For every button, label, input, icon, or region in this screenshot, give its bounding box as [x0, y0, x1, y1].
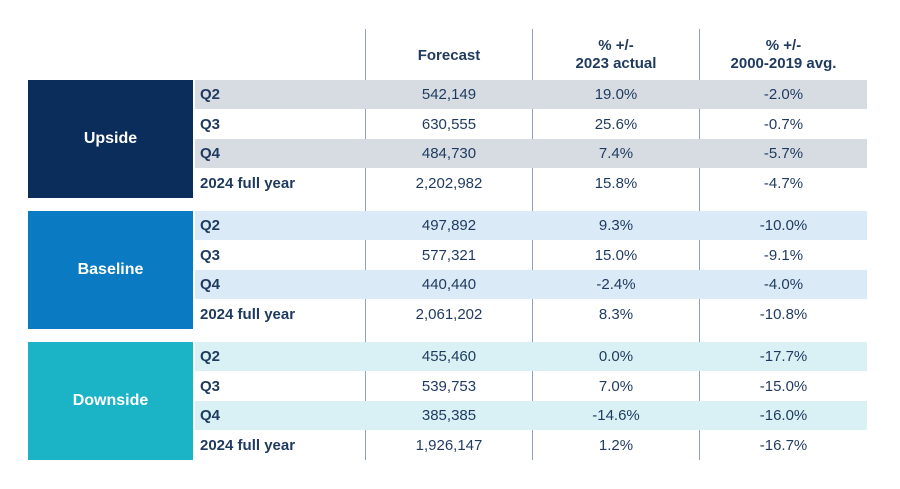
table-row: Q2 455,460 0.0% -17.7%	[195, 342, 867, 371]
vsavg-value: -0.7%	[763, 115, 804, 133]
period-label: Q4	[200, 407, 221, 424]
header-vs-2023-line2: 2023 actual	[575, 55, 657, 72]
table-row: Q4 385,385 -14.6% -16.0%	[195, 401, 867, 430]
vsavg-value: -10.0%	[759, 217, 808, 234]
column-divider	[699, 29, 700, 460]
header-vs-avg: % +/- 2000-2019 avg.	[700, 37, 867, 73]
period-label: Q2	[200, 348, 221, 365]
vs2023-value: 0.0%	[598, 348, 634, 365]
forecast-value: 440,440	[421, 276, 477, 293]
vsavg-value: -17.7%	[759, 348, 808, 365]
period-label: Q4	[200, 145, 221, 162]
vs2023-value: 7.4%	[598, 145, 634, 162]
table-row: 2024 full year 2,061,202 8.3% -10.8%	[195, 300, 867, 329]
forecast-value: 542,149	[421, 86, 477, 103]
vs2023-value: 15.0%	[594, 246, 638, 264]
scenario-downside: Downside	[28, 342, 193, 460]
period-label: 2024 full year	[200, 305, 296, 323]
vsavg-value: -16.7%	[759, 436, 808, 454]
scenario-upside: Upside	[28, 80, 193, 198]
forecast-value: 577,321	[421, 246, 477, 264]
column-divider	[532, 29, 533, 460]
table-row: Q3 577,321 15.0% -9.1%	[195, 241, 867, 270]
header-vs-2023-line1: % +/-	[598, 37, 634, 54]
forecast-value: 2,202,982	[415, 174, 483, 192]
vs2023-value: 25.6%	[594, 115, 638, 133]
table-row: Q3 539,753 7.0% -15.0%	[195, 372, 867, 401]
forecast-value: 497,892	[421, 217, 477, 234]
vsavg-value: -9.1%	[763, 246, 804, 264]
period-label: Q3	[200, 246, 221, 264]
vs2023-value: 9.3%	[598, 217, 634, 234]
forecast-value: 630,555	[421, 115, 477, 133]
forecast-value: 1,926,147	[415, 436, 483, 454]
vs2023-value: 19.0%	[594, 86, 638, 103]
forecast-value: 484,730	[421, 145, 477, 162]
table-row: Q3 630,555 25.6% -0.7%	[195, 110, 867, 139]
period-label: Q3	[200, 377, 221, 395]
period-label: Q2	[200, 86, 221, 103]
vsavg-value: -10.8%	[759, 305, 808, 323]
header-vs-2023: % +/- 2023 actual	[533, 37, 699, 73]
forecast-value: 539,753	[421, 377, 477, 395]
vsavg-value: -16.0%	[759, 407, 808, 424]
period-label: Q4	[200, 276, 221, 293]
forecast-value: 2,061,202	[415, 305, 483, 323]
column-divider	[365, 29, 366, 460]
header-vs-avg-line1: % +/-	[765, 37, 802, 54]
period-label: 2024 full year	[200, 174, 296, 192]
vsavg-value: -2.0%	[763, 86, 804, 103]
vs2023-value: -14.6%	[592, 407, 640, 424]
forecast-value: 385,385	[421, 407, 477, 424]
table-row: Q2 542,149 19.0% -2.0%	[195, 80, 867, 109]
table-row: Q4 484,730 7.4% -5.7%	[195, 139, 867, 168]
vs2023-value: 8.3%	[598, 305, 634, 323]
header-vs-avg-line2: 2000-2019 avg.	[730, 55, 837, 72]
vsavg-value: -5.7%	[763, 145, 804, 162]
period-label: Q3	[200, 115, 221, 133]
vsavg-value: -4.0%	[763, 276, 804, 293]
scenario-baseline: Baseline	[28, 211, 193, 329]
table-row: 2024 full year 1,926,147 1.2% -16.7%	[195, 431, 867, 460]
header-forecast: Forecast	[417, 47, 481, 64]
table-row: Q2 497,892 9.3% -10.0%	[195, 211, 867, 240]
period-label: 2024 full year	[200, 436, 296, 454]
period-label: Q2	[200, 217, 221, 234]
forecast-value: 455,460	[421, 348, 477, 365]
table-row: 2024 full year 2,202,982 15.8% -4.7%	[195, 169, 867, 198]
table-row: Q4 440,440 -2.4% -4.0%	[195, 270, 867, 299]
vsavg-value: -15.0%	[759, 377, 808, 395]
vs2023-value: 7.0%	[598, 377, 634, 395]
vs2023-value: 15.8%	[594, 174, 638, 192]
vsavg-value: -4.7%	[763, 174, 804, 192]
vs2023-value: -2.4%	[596, 276, 636, 293]
vs2023-value: 1.2%	[598, 436, 634, 454]
